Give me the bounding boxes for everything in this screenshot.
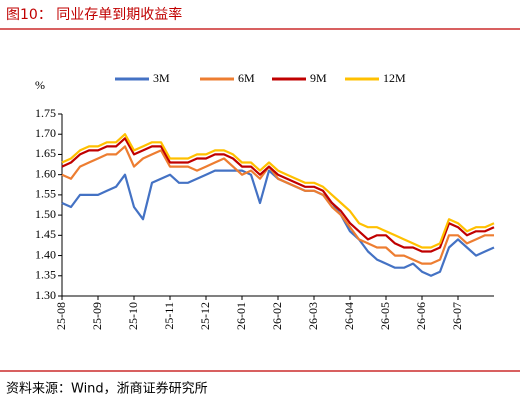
x-tick-label: 25-10 xyxy=(126,302,140,330)
x-tick-label: 26-05 xyxy=(378,302,392,330)
y-tick-label: 1.70 xyxy=(35,126,56,140)
y-tick-label: 1.65 xyxy=(35,146,56,160)
y-unit: % xyxy=(35,78,45,92)
y-tick-label: 1.40 xyxy=(35,247,56,261)
series-line xyxy=(61,133,495,249)
x-tick-label: 26-02 xyxy=(270,302,284,330)
y-tick-label: 1.35 xyxy=(35,268,56,282)
x-tick-label: 26-06 xyxy=(414,302,428,330)
series-line xyxy=(61,145,494,265)
series-line xyxy=(61,169,495,277)
source-note: 资料来源：Wind，浙商证券研究所 xyxy=(6,381,208,397)
legend-label: 6M xyxy=(238,71,255,85)
x-tick-label: 25-12 xyxy=(198,302,212,330)
y-tick-label: 1.75 xyxy=(35,106,56,120)
x-tick-label: 25-08 xyxy=(54,302,68,330)
x-tick-label: 25-09 xyxy=(90,302,104,330)
y-tick-label: 1.45 xyxy=(35,227,56,241)
y-tick-label: 1.55 xyxy=(35,187,56,201)
x-tick-label: 26-01 xyxy=(234,302,248,330)
x-tick-label: 26-04 xyxy=(342,302,356,330)
x-tick-label: 25-11 xyxy=(162,302,176,330)
legend-label: 3M xyxy=(153,71,170,85)
y-tick-label: 1.30 xyxy=(35,288,56,302)
y-tick-label: 1.60 xyxy=(35,166,56,180)
y-tick-label: 1.50 xyxy=(35,207,56,221)
legend-label: 12M xyxy=(383,71,406,85)
legend-label: 9M xyxy=(310,71,327,85)
x-tick-label: 26-07 xyxy=(450,302,464,330)
series-line xyxy=(61,137,495,253)
x-tick-label: 26-03 xyxy=(306,302,320,330)
chart-title: 图10： 同业存单到期收益率 xyxy=(6,6,182,23)
